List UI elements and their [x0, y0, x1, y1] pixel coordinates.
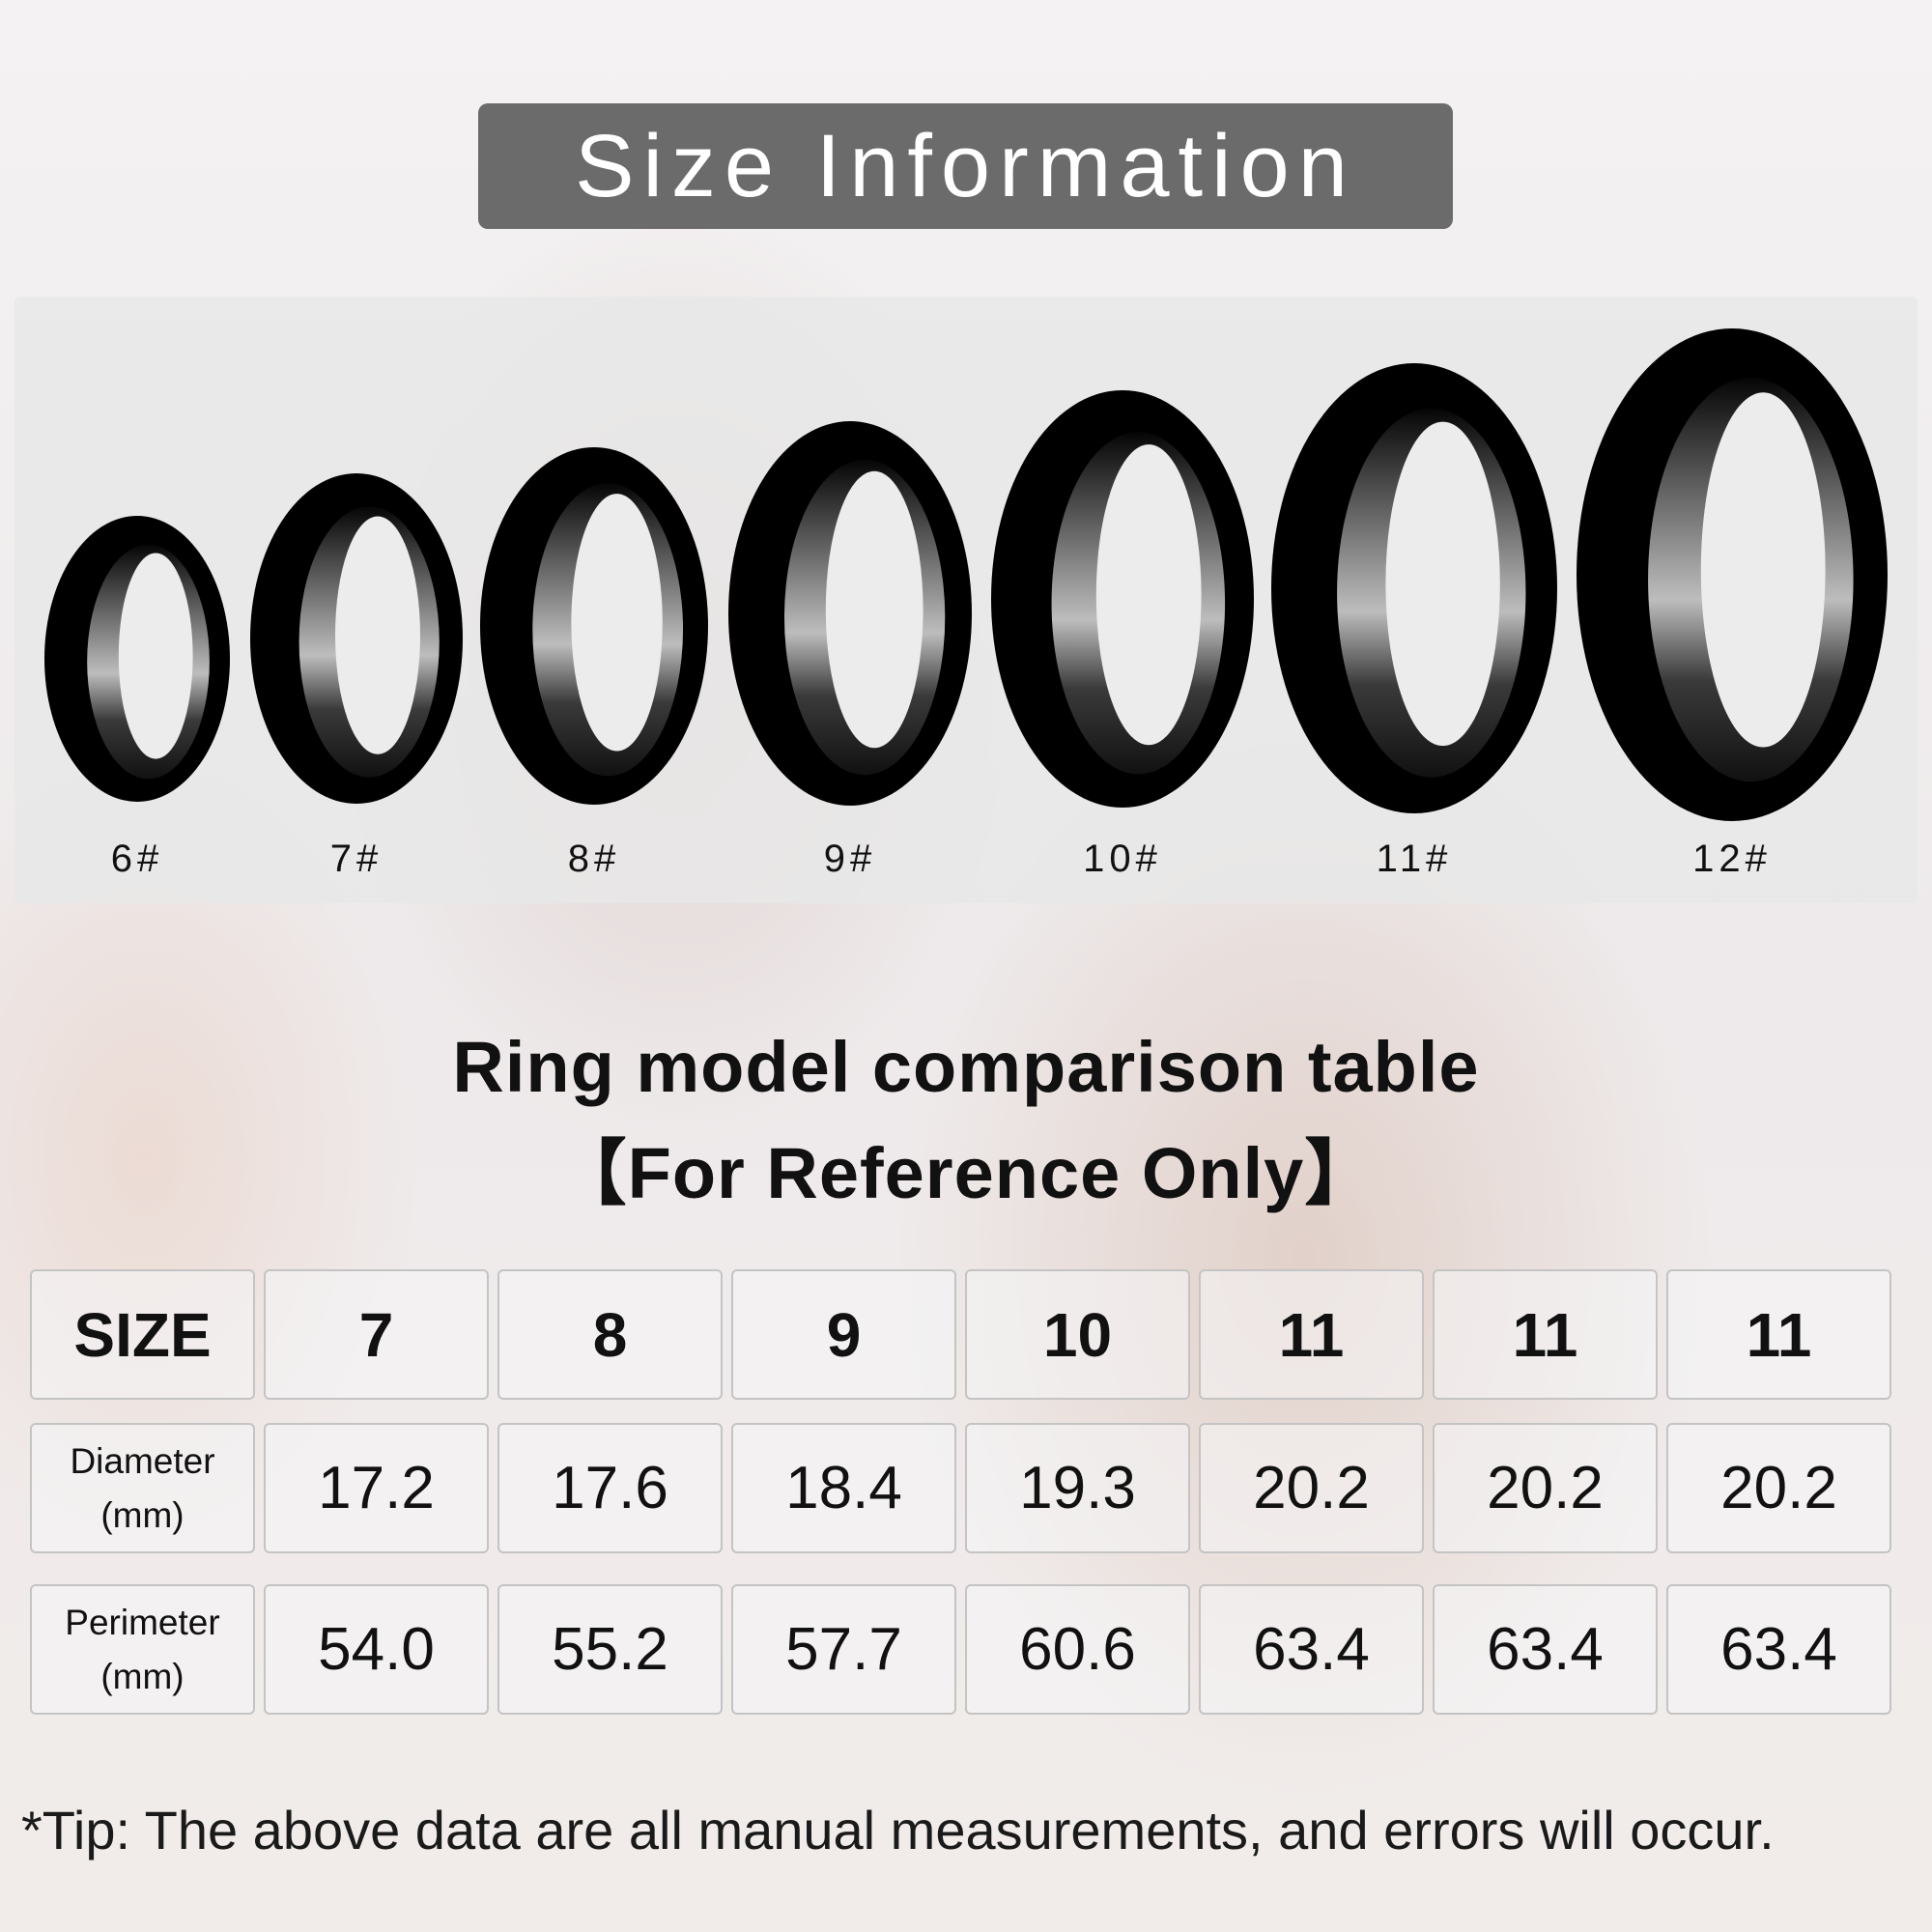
- table-subheading: 【For Reference Only】: [554, 1133, 1378, 1213]
- size-value: 11: [1278, 1299, 1345, 1370]
- size-header: SIZE: [30, 1269, 255, 1400]
- diameter-value: 17.2: [318, 1455, 435, 1521]
- tip-note: *Tip: The above data are all manual meas…: [21, 1800, 1775, 1861]
- size-cell: 11: [1433, 1269, 1658, 1400]
- perimeter-value: 63.4: [1720, 1616, 1837, 1683]
- perimeter-value: 63.4: [1253, 1616, 1370, 1683]
- diameter-value: 20.2: [1487, 1455, 1604, 1521]
- diameter-cell: 19.3: [965, 1423, 1190, 1553]
- diameter-value: 20.2: [1253, 1455, 1370, 1521]
- ring-label: 8#: [567, 838, 621, 880]
- diameter-cell: 17.6: [497, 1423, 723, 1553]
- ring-hole: [1095, 444, 1202, 746]
- size-cell: 11: [1199, 1269, 1424, 1400]
- ring-size-panel: 6# 7# 8# 9# 10# 11# 12#: [14, 297, 1918, 903]
- size-value: 10: [1042, 1299, 1113, 1370]
- ring-hole: [1385, 421, 1500, 747]
- ring-label: 11#: [1376, 838, 1453, 880]
- ring-hole: [118, 553, 193, 759]
- perimeter-cell: 54.0: [264, 1584, 489, 1715]
- diameter-cell: 20.2: [1199, 1423, 1424, 1553]
- perimeter-label: Perimeter: [65, 1603, 220, 1642]
- diameter-header: Diameter (mm): [30, 1423, 255, 1553]
- perimeter-value: 57.7: [785, 1616, 902, 1683]
- rings-image: [44, 328, 1888, 821]
- size-value: 11: [1512, 1299, 1578, 1370]
- diameter-cell: 17.2: [264, 1423, 489, 1553]
- ring-label: 7#: [329, 838, 384, 880]
- size-cell: 9: [731, 1269, 956, 1400]
- size-value: 8: [592, 1299, 628, 1370]
- perimeter-value: 60.6: [1019, 1616, 1136, 1683]
- perimeter-value: 63.4: [1487, 1616, 1604, 1683]
- ring-hole: [571, 494, 663, 752]
- diameter-cell: 18.4: [731, 1423, 956, 1553]
- size-value: 11: [1746, 1299, 1812, 1370]
- diameter-value: 17.6: [552, 1455, 668, 1521]
- size-label: SIZE: [73, 1299, 212, 1370]
- unit-label: (mm): [100, 1494, 185, 1535]
- perimeter-cell: 63.4: [1433, 1584, 1658, 1715]
- ring-hole: [335, 516, 420, 754]
- ring-hole: [825, 470, 923, 749]
- perimeter-value: 54.0: [318, 1616, 435, 1683]
- perimeter-value: 55.2: [552, 1616, 668, 1683]
- ring-hole: [1700, 392, 1826, 748]
- size-cell: 7: [264, 1269, 489, 1400]
- diameter-label: Diameter: [70, 1441, 215, 1481]
- perimeter-cell: 63.4: [1666, 1584, 1891, 1715]
- diameter-value: 18.4: [785, 1455, 902, 1521]
- size-value: 9: [826, 1299, 862, 1370]
- title-text: Size Information: [575, 116, 1356, 215]
- perimeter-header: Perimeter (mm): [30, 1584, 255, 1715]
- ring-label: 10#: [1083, 838, 1162, 880]
- perimeter-cell: 57.7: [731, 1584, 956, 1715]
- size-cell: 10: [965, 1269, 1190, 1400]
- diameter-cell: 20.2: [1433, 1423, 1658, 1553]
- diameter-value: 20.2: [1720, 1455, 1837, 1521]
- size-cell: 8: [497, 1269, 723, 1400]
- diameter-value: 19.3: [1019, 1455, 1136, 1521]
- title-banner: Size Information: [478, 103, 1453, 229]
- size-value: 7: [358, 1299, 394, 1370]
- unit-label: (mm): [100, 1656, 185, 1696]
- perimeter-cell: 63.4: [1199, 1584, 1424, 1715]
- diameter-cell: 20.2: [1666, 1423, 1891, 1553]
- ring-label: 6#: [110, 838, 164, 880]
- ring-label: 9#: [823, 838, 877, 880]
- ring-label: 12#: [1692, 838, 1772, 880]
- size-cell: 11: [1666, 1269, 1891, 1400]
- perimeter-cell: 55.2: [497, 1584, 723, 1715]
- table-heading: Ring model comparison table: [452, 1027, 1480, 1107]
- perimeter-cell: 60.6: [965, 1584, 1190, 1715]
